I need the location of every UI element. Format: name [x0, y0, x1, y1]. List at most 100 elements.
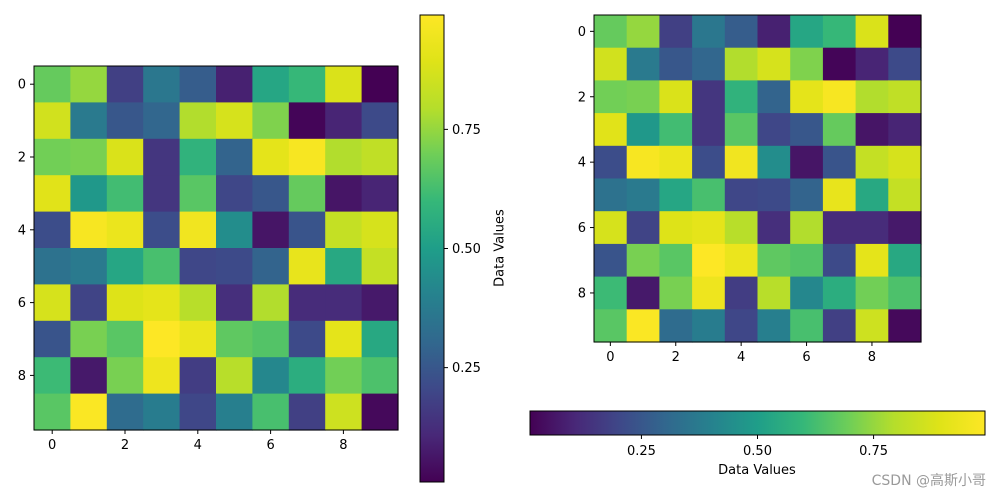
heatmap-cell	[179, 284, 217, 322]
heatmap-cell	[70, 393, 108, 431]
x-tick-label: 6	[266, 438, 274, 453]
heatmap-cell	[361, 357, 399, 395]
heatmap-cell	[692, 309, 726, 343]
heatmap-cell	[325, 175, 363, 213]
heatmap-cell	[143, 138, 181, 176]
heatmap-cell	[70, 248, 108, 285]
watermark: CSDN @高斯小哥	[871, 473, 986, 489]
heatmap-cell	[34, 320, 71, 358]
heatmap-cell	[361, 393, 399, 431]
y-tick-label: 6	[578, 221, 586, 236]
heatmap-cell	[594, 178, 628, 212]
heatmap-cell	[252, 320, 290, 358]
y-tick-label: 4	[578, 156, 586, 171]
heatmap-cell	[888, 47, 922, 81]
heatmap-cell	[216, 102, 253, 140]
heatmap-cell	[626, 80, 660, 114]
heatmap-cell	[179, 357, 217, 395]
heatmap-cell	[822, 47, 857, 81]
heatmap-cell	[216, 393, 253, 431]
heatmap-cell	[34, 102, 71, 140]
heatmap-cell	[325, 102, 363, 140]
heatmap-cell	[143, 393, 181, 431]
heatmap-cell	[106, 175, 144, 213]
heatmap-cell	[252, 138, 290, 176]
heatmap-cell	[790, 113, 824, 147]
heatmap-cell	[626, 113, 660, 147]
heatmap-cell	[361, 138, 399, 176]
heatmap-cell	[790, 47, 824, 81]
heatmap-cell	[855, 243, 889, 278]
heatmap-cell	[179, 66, 217, 103]
heatmap-cell	[34, 138, 71, 176]
heatmap-cell	[34, 211, 71, 249]
heatmap-cell	[790, 276, 824, 310]
heatmap-cell	[34, 248, 71, 285]
heatmap-cell	[143, 66, 181, 103]
heatmap-cell	[252, 357, 290, 395]
x-tick-label: 2	[121, 438, 129, 453]
heatmap-cell	[288, 102, 326, 140]
heatmap-cell	[70, 102, 108, 140]
heatmap-cell	[659, 309, 693, 343]
heatmap-cell	[790, 178, 824, 212]
heatmap-cell	[659, 80, 693, 114]
heatmap-cell	[790, 15, 824, 49]
heatmap-cell	[659, 243, 693, 278]
heatmap-cell	[70, 357, 108, 395]
heatmap-cell	[626, 145, 660, 180]
heatmap-cell	[724, 276, 759, 310]
heatmap-cell	[252, 102, 290, 140]
heatmap-cell	[692, 276, 726, 310]
heatmap-cell	[106, 320, 144, 358]
heatmap-cell	[216, 66, 253, 103]
heatmap-cell	[252, 66, 290, 103]
heatmap-cell	[626, 211, 660, 245]
heatmap-cell	[724, 211, 759, 245]
heatmap-cell	[106, 248, 144, 285]
heatmap-cell	[855, 145, 889, 180]
heatmap-cell	[179, 102, 217, 140]
heatmap-cell	[822, 113, 857, 147]
heatmap-cell	[757, 309, 791, 343]
heatmap-cell	[692, 80, 726, 114]
heatmap-cell	[325, 138, 363, 176]
heatmap-cell	[288, 66, 326, 103]
heatmap-cell	[70, 211, 108, 249]
heatmap-cell	[724, 309, 759, 343]
heatmap-cell	[822, 243, 857, 278]
heatmap-cell	[325, 284, 363, 322]
heatmap-cell	[626, 276, 660, 310]
heatmap-cell	[216, 138, 253, 176]
heatmap-cell	[692, 243, 726, 278]
x-tick-label: 6	[802, 350, 810, 365]
heatmap-cell	[179, 248, 217, 285]
heatmap-cell	[106, 357, 144, 395]
heatmap-cell	[288, 175, 326, 213]
colorbar-tick-label: 0.75	[859, 444, 888, 459]
heatmap-cell	[325, 320, 363, 358]
heatmap-cell	[757, 276, 791, 310]
x-tick-label: 4	[737, 350, 745, 365]
x-tick-label: 8	[339, 438, 347, 453]
heatmap-cell	[143, 211, 181, 249]
heatmap-cell	[216, 175, 253, 213]
heatmap-cell	[822, 276, 857, 310]
heatmap-cell	[888, 276, 922, 310]
heatmap-cell	[325, 66, 363, 103]
heatmap-cell	[216, 211, 253, 249]
heatmap-cell	[70, 66, 108, 103]
heatmap-cell	[855, 178, 889, 212]
heatmap-cell	[724, 47, 759, 81]
heatmap-cell	[855, 113, 889, 147]
heatmap-cell	[252, 393, 290, 431]
colorbar-label: Data Values	[493, 209, 508, 287]
heatmap-cell	[855, 276, 889, 310]
heatmap-cell	[659, 145, 693, 180]
heatmap-cell	[790, 211, 824, 245]
y-tick-label: 8	[18, 369, 26, 384]
heatmap-cell	[361, 248, 399, 285]
y-tick-label: 2	[18, 151, 26, 166]
heatmap-cell	[757, 47, 791, 81]
y-tick-label: 2	[578, 90, 586, 105]
